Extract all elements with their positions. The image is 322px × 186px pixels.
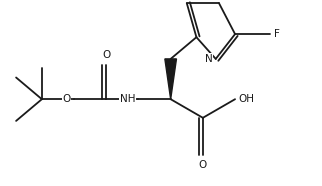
Text: OH: OH [238, 94, 254, 104]
Text: NH: NH [120, 94, 135, 104]
Text: O: O [102, 50, 110, 60]
Text: O: O [62, 94, 71, 104]
Text: N: N [205, 54, 213, 64]
Polygon shape [165, 59, 176, 99]
Text: F: F [274, 29, 279, 39]
Text: O: O [199, 160, 207, 170]
